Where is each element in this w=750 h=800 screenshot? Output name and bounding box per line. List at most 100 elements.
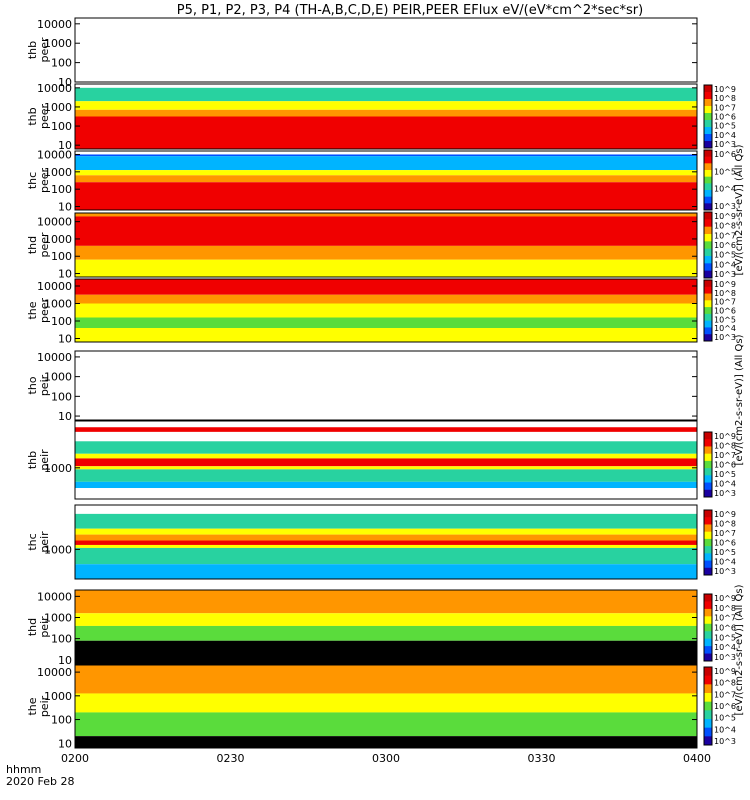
colorbar-axis-cb-label-middle: [eV/(cm2-s-sr-eV)] (All Qs)	[734, 334, 745, 465]
panel-species-label: peer	[38, 168, 51, 194]
spectrogram-band-4	[75, 328, 697, 342]
colorbar-tick-label: 10^6	[714, 307, 736, 316]
colorbar-tick-label: 10^3	[714, 270, 736, 279]
colorbar-tick-label: 10^5	[714, 122, 736, 131]
colorbar-segment	[704, 460, 712, 469]
y-tick-label: 10000	[37, 148, 72, 161]
colorbar-axis-cb-label-upper: [eV/(cm2-s-sr-eV)] (All Qs)	[734, 144, 745, 275]
y-tick-label: 1000	[44, 166, 72, 179]
panel-species-label: peir	[38, 449, 51, 471]
y-tick-label: 1000	[44, 371, 72, 384]
spectrogram-band-0	[75, 421, 697, 428]
spectrogram-band-0	[75, 279, 697, 295]
panel-thc-peir: 1000 thc peir 10^310^410^510^610^710^810^9	[26, 504, 736, 580]
colorbar-tick-label: 10^4	[714, 480, 736, 489]
colorbar-tick-label: 10^4	[714, 131, 736, 140]
panel-frame	[74, 350, 698, 421]
colorbar-tick-label: 10^5	[714, 633, 736, 642]
colorbar-segment	[704, 92, 712, 100]
colorbar-segment	[704, 203, 712, 211]
time-label-date: 2020 Feb 28	[6, 775, 74, 788]
colorbar: 10^310^410^510^610^710^810^9	[703, 211, 736, 279]
y-tick-label: 100	[51, 633, 72, 646]
colorbar-segment	[704, 286, 712, 295]
colorbar-tick-label: 10^9	[714, 432, 736, 441]
colorbar-segment	[704, 156, 712, 164]
colorbar-frame	[703, 431, 713, 498]
colorbar-tick-label: 10^9	[714, 594, 736, 603]
colorbar-tick-label: 10^9	[714, 280, 736, 289]
colorbar-segment	[704, 120, 712, 128]
colorbar-segment	[704, 546, 712, 554]
colorbar-tick-label: 10^4	[714, 260, 736, 269]
panel-probe-label: thd	[26, 236, 39, 254]
panel-species-label: peer	[38, 104, 51, 130]
colorbar-segment	[704, 482, 712, 491]
colorbar-segment	[704, 183, 712, 191]
spectrogram-band-1	[75, 216, 697, 246]
colorbar-segment	[704, 693, 712, 703]
spectrogram-band-1	[75, 294, 697, 304]
panel-background	[75, 351, 697, 420]
colorbar-tick-label: 10^9	[714, 85, 736, 94]
panel-thc-peer: 10000 1000 100 10 thc peer 10^3 10^4 10^5 10^6	[26, 148, 736, 213]
colorbar-segment	[704, 468, 712, 476]
colorbar-tick-label: 10^4	[714, 725, 736, 734]
colorbar-segment	[704, 727, 712, 737]
colorbar-segment	[704, 567, 712, 576]
panel-species-label: peir	[38, 531, 51, 553]
colorbar-segment	[704, 293, 712, 301]
colorbar-frame	[703, 593, 713, 662]
colorbar-segment	[704, 300, 712, 308]
y-tick-label: 100	[51, 390, 72, 403]
colorbar-segment	[704, 141, 712, 149]
panel-thb-peir: 1000 thb peir 10^310^410^510^610^710^810^9	[26, 420, 736, 500]
y-tick-label: 100	[51, 714, 72, 727]
colorbar-segment	[704, 608, 712, 617]
colorbar-tick-label: 10^3	[714, 489, 736, 498]
colorbar-tick-label: 10^5	[714, 315, 736, 324]
panel-frame	[74, 150, 698, 211]
colorbar-segment	[704, 163, 712, 171]
spectrogram-band-3	[75, 640, 697, 664]
panel-frame	[74, 83, 698, 150]
y-tick-label: 1000	[44, 690, 72, 703]
y-tick-label: 10	[58, 268, 72, 281]
colorbar-tick-label: 10^5	[714, 548, 736, 557]
panel-frame	[74, 589, 698, 665]
colorbar-segment	[704, 631, 712, 640]
colorbar-segment	[704, 638, 712, 647]
colorbar-frame	[703, 149, 713, 211]
spectrogram-band-4	[75, 116, 697, 149]
panel-probe-label: thb	[26, 107, 39, 125]
spectrogram-band-7	[75, 469, 697, 482]
spectrogram-band-6	[75, 547, 697, 565]
panel-frame	[74, 17, 698, 83]
colorbar-segment	[704, 170, 712, 178]
x-tick-label: 0400	[683, 752, 711, 765]
colorbar-frame	[703, 84, 713, 149]
y-tick-label: 10	[58, 333, 72, 346]
colorbar-segment	[704, 106, 712, 114]
spectrogram-band-5	[75, 182, 697, 210]
panel-tho-peir: 10000 1000 100 10 tho peir	[26, 350, 698, 423]
x-tick-label: 0330	[528, 752, 556, 765]
colorbar-tick-label: 10^9	[714, 510, 736, 519]
panel-probe-label: the	[26, 301, 39, 319]
colorbar-tick-label: 10^3	[714, 140, 736, 149]
colorbar-tick-label: 10^8	[714, 442, 736, 451]
spectrogram-band-5	[75, 544, 697, 548]
spectrogram-band-1	[75, 87, 697, 102]
panel-species-label: peer	[38, 298, 51, 324]
colorbar-tick-label: 10^6	[714, 461, 736, 470]
colorbar-frame	[703, 279, 713, 342]
panel-background	[75, 18, 697, 82]
colorbar-segment	[704, 241, 712, 250]
colorbar-segment	[704, 538, 712, 547]
colorbar-tick-label: 10^8	[714, 604, 736, 613]
y-tick-label: 1000	[44, 101, 72, 114]
colorbar-segment	[704, 510, 712, 518]
panel-frame	[74, 420, 698, 500]
colorbar-segment	[704, 127, 712, 135]
